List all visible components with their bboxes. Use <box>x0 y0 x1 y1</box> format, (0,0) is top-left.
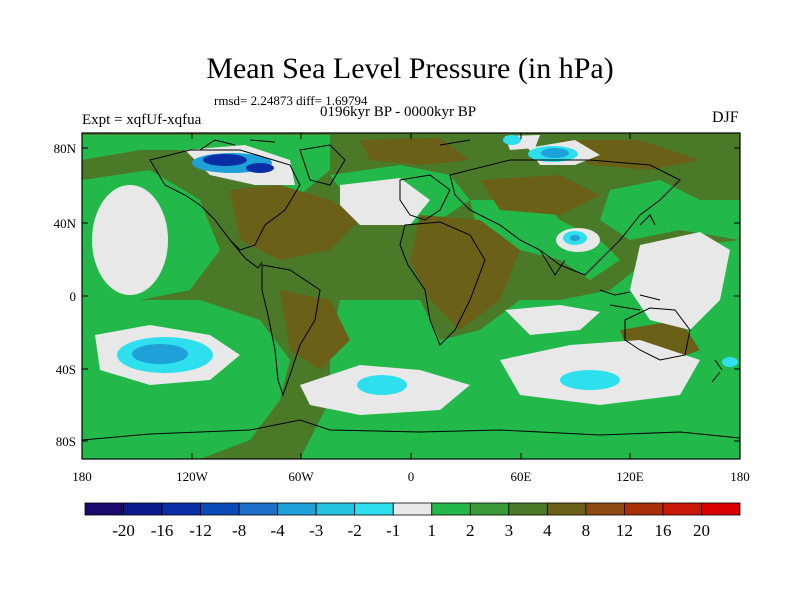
longitude-axis: 180 120W 60W 0 60E 120E 180 <box>72 133 750 484</box>
lat-tick-label: 40S <box>56 362 76 377</box>
colorbar-swatch <box>392 502 433 516</box>
colorbar-swatch <box>431 502 471 516</box>
lat-tick-label: 80N <box>54 141 77 156</box>
colorbar-swatch <box>354 502 394 516</box>
colorbar-swatch <box>315 502 356 516</box>
colorbar-swatch <box>200 502 240 516</box>
colorbar-label: -2 <box>348 521 362 540</box>
colorbar-label: -16 <box>151 521 174 540</box>
colorbar-label: -12 <box>189 521 212 540</box>
lat-tick-label: 40N <box>54 216 77 231</box>
colorbar-swatch <box>161 502 201 516</box>
colorbar-label: 4 <box>543 521 552 540</box>
colorbar-label: 20 <box>693 521 710 540</box>
lon-tick-label: 180 <box>72 469 92 484</box>
colorbar-swatch <box>84 502 124 516</box>
colorbar-swatch <box>585 502 625 516</box>
lon-tick-label: 120E <box>616 469 644 484</box>
colorbar-swatch <box>624 502 664 516</box>
colorbar-label: 12 <box>616 521 633 540</box>
colorbar-label: -20 <box>112 521 135 540</box>
colorbar-label: -1 <box>386 521 400 540</box>
period-label: 0196kyr BP - 0000kyr BP <box>320 104 477 120</box>
latitude-axis: 80N 40N 0 40S 80S <box>54 141 740 449</box>
map-fill <box>82 133 740 459</box>
colorbar-label: -3 <box>309 521 323 540</box>
colorbar-label: -8 <box>232 521 246 540</box>
colorbar-label: 8 <box>582 521 591 540</box>
colorbar-swatch <box>662 502 702 516</box>
colorbar-swatch <box>546 502 587 516</box>
colorbar-swatch <box>508 502 548 516</box>
season-label: DJF <box>712 109 739 126</box>
lon-tick-label: 60W <box>288 469 314 484</box>
colorbar-swatch <box>238 502 279 516</box>
lon-tick-label: 180 <box>730 469 750 484</box>
colorbar-swatch <box>701 502 741 516</box>
stats-text: rmsd= 2.24873 diff= 1.69794 <box>214 93 368 108</box>
lon-tick-label: 120W <box>176 469 209 484</box>
colorbar-swatch <box>123 502 163 516</box>
lat-tick-label: 80S <box>56 434 76 449</box>
colorbar-label: 3 <box>505 521 514 540</box>
lat-tick-label: 0 <box>70 289 77 304</box>
experiment-label: Expt = xqfUf-xqfua <box>82 112 202 128</box>
colorbar-label: 1 <box>428 521 437 540</box>
colorbar-label: -4 <box>271 521 286 540</box>
colorbar: -20 -16 -12 -8 -4 -3 -2 -1 1 2 3 4 8 12 16 20 <box>84 502 741 540</box>
colorbar-label: 16 <box>654 521 671 540</box>
lon-tick-label: 60E <box>511 469 532 484</box>
colorbar-swatch <box>277 502 317 516</box>
colorbar-label: 2 <box>466 521 475 540</box>
colorbar-swatch <box>469 502 510 516</box>
lon-tick-label: 0 <box>408 469 415 484</box>
map-title: Mean Sea Level Pressure (in hPa) <box>206 52 614 85</box>
